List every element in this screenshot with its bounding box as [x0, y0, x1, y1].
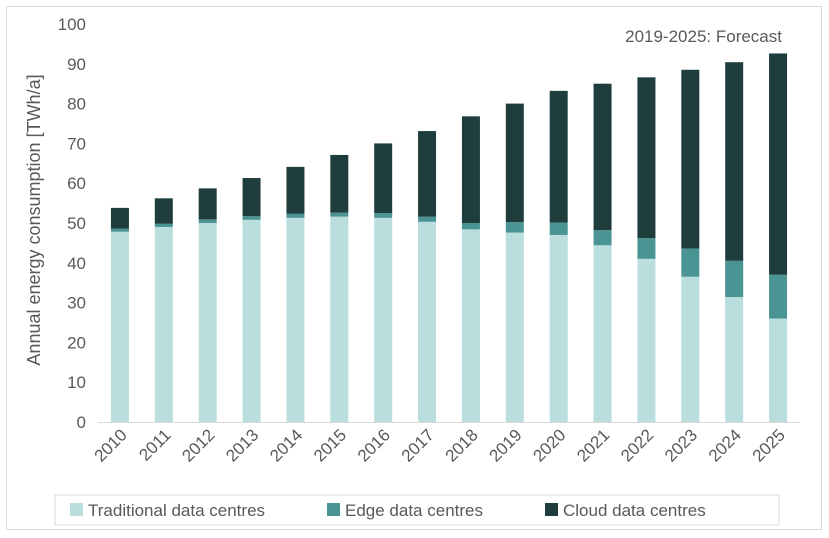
- bar-segment: [505, 222, 524, 233]
- bar-segment: [461, 223, 480, 230]
- x-axis: 2010 2011 2012 2013 2014 2015 2016 2017 2018 2019…: [91, 422, 800, 466]
- bar-segment: [681, 276, 700, 422]
- bar-segment: [242, 216, 261, 220]
- bar-segment: [769, 274, 788, 319]
- x-tick-label: 2023: [661, 425, 701, 465]
- y-tick-label: 80: [67, 95, 86, 114]
- x-tick-label: 2011: [135, 425, 174, 464]
- bar-segment: [593, 245, 612, 422]
- bar-segment: [286, 213, 305, 218]
- bar-segment: [725, 62, 744, 261]
- bar-segment: [374, 213, 393, 218]
- legend-label: Edge data centres: [345, 501, 483, 520]
- bar-segment: [242, 219, 261, 422]
- forecast-annotation: 2019-2025: Forecast: [625, 27, 782, 46]
- bar-segment: [637, 77, 656, 239]
- bar-segment: [505, 232, 524, 422]
- x-tick-label: 2016: [354, 425, 394, 465]
- bar-segment: [374, 217, 393, 422]
- bar-segment: [549, 234, 568, 422]
- bar-segment: [593, 230, 612, 246]
- legend-box: [54, 494, 780, 526]
- bar-segment: [549, 222, 568, 235]
- x-tick-label: 2022: [617, 425, 657, 465]
- y-axis-label: Annual energy consumption [TWh/a]: [24, 74, 44, 365]
- bar-segment: [769, 318, 788, 422]
- bar-segment: [637, 258, 656, 422]
- y-tick-label: 10: [67, 373, 86, 392]
- legend-label: Cloud data centres: [563, 501, 706, 520]
- x-tick-label: 2021: [573, 425, 613, 465]
- bar-segment: [286, 217, 305, 422]
- x-tick-label: 2020: [529, 425, 569, 465]
- bar-segment: [418, 131, 437, 217]
- bar-segment: [154, 198, 173, 224]
- bar-segment: [110, 231, 129, 422]
- x-tick-label: 2019: [485, 425, 525, 465]
- bar-segment: [681, 69, 700, 249]
- bar-segment: [154, 223, 173, 227]
- y-tick-label: 0: [77, 413, 86, 432]
- bar-segment: [725, 260, 744, 298]
- bar-segment: [154, 226, 173, 422]
- y-tick-label: 40: [67, 254, 86, 273]
- y-tick-label: 30: [67, 294, 86, 313]
- bar-segment: [330, 216, 349, 422]
- x-tick-label: 2018: [442, 425, 482, 465]
- bar-segment: [374, 143, 393, 214]
- bar-segment: [330, 212, 349, 217]
- bar-segment: [242, 178, 261, 217]
- bar-segment: [637, 238, 656, 259]
- bar-segment: [505, 103, 524, 223]
- y-tick-label: 60: [67, 174, 86, 193]
- bars: [110, 53, 788, 422]
- legend-label: Traditional data centres: [88, 501, 265, 520]
- x-tick-label: 2012: [178, 425, 218, 465]
- legend-swatch: [327, 503, 340, 516]
- bar-segment: [198, 188, 217, 220]
- bar-segment: [725, 297, 744, 422]
- x-tick-label: 2013: [222, 425, 262, 465]
- legend-swatch: [545, 503, 558, 516]
- bar-segment: [330, 154, 349, 213]
- bar-segment: [593, 83, 612, 231]
- x-tick-label: 2025: [749, 425, 789, 465]
- x-tick-label: 2024: [705, 425, 745, 465]
- x-tick-label: 2015: [310, 425, 350, 465]
- y-tick-label: 90: [67, 55, 86, 74]
- bar-segment: [418, 216, 437, 222]
- bar-segment: [110, 228, 129, 232]
- bar-segment: [769, 53, 788, 275]
- bar-segment: [198, 223, 217, 422]
- y-tick-label: 100: [58, 15, 86, 34]
- y-tick-label: 50: [67, 214, 86, 233]
- x-tick-label: 2014: [266, 425, 306, 465]
- bar-segment: [681, 248, 700, 277]
- y-tick-label: 70: [67, 134, 86, 153]
- bar-segment: [286, 166, 305, 214]
- bar-segment: [549, 90, 568, 223]
- bar-segment: [198, 219, 217, 223]
- y-tick-label: 20: [67, 333, 86, 352]
- bar-segment: [461, 116, 480, 223]
- legend: Traditional data centres Edge data centre…: [54, 494, 780, 526]
- x-tick-label: 2010: [91, 425, 131, 465]
- x-tick-label: 2017: [398, 425, 438, 465]
- y-axis: 0 10 20 30 40 50 60 70 80 90 100: [58, 15, 86, 432]
- bar-segment: [110, 207, 129, 229]
- bar-segment: [461, 229, 480, 422]
- legend-swatch: [70, 503, 83, 516]
- bar-segment: [418, 221, 437, 422]
